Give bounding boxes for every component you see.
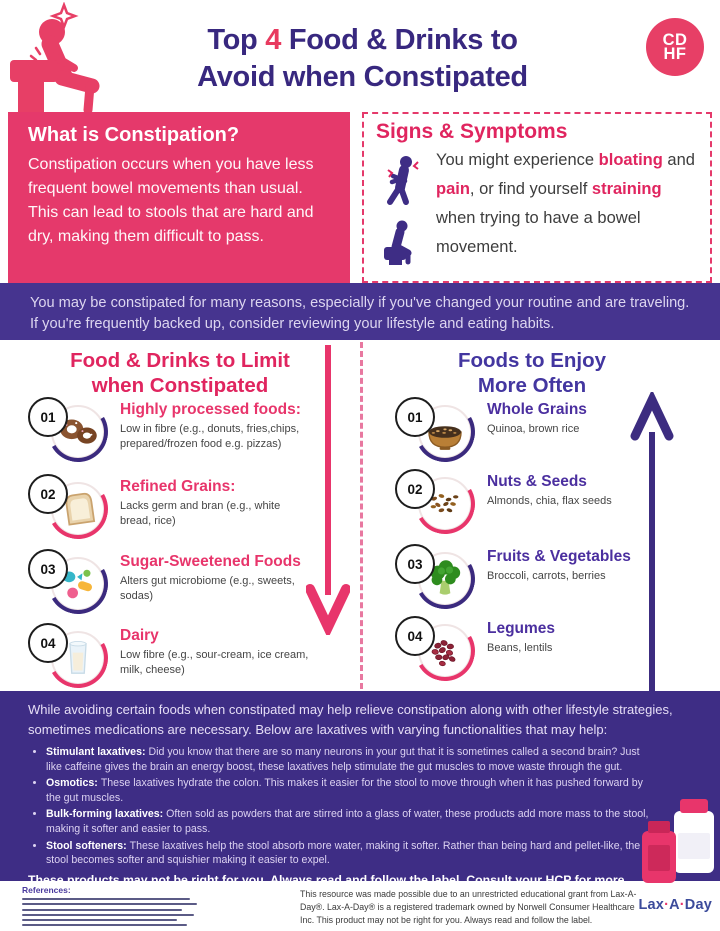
- item-number-badge: 01: [28, 397, 68, 437]
- item-desc: Low in fibre (e.g., donuts, fries,chips,…: [120, 423, 300, 450]
- item-desc: Quinoa, brown rice: [487, 423, 580, 435]
- laxatives-intro: While avoiding certain foods when consti…: [28, 702, 673, 737]
- lax-a-day-logo: Lax·A·Day: [638, 897, 712, 913]
- signs-symptoms-box: Signs & Symptoms: [362, 112, 712, 283]
- reference-line: [22, 918, 177, 921]
- footer: References: This resource was made possi…: [0, 881, 720, 931]
- food-columns-section: Food & Drinks to Limit when Constipated …: [0, 340, 720, 691]
- grant-disclaimer: This resource was made possible due to a…: [300, 889, 637, 925]
- reference-line: [22, 898, 190, 901]
- what-is-body: Constipation occurs when you have less f…: [28, 156, 314, 245]
- reference-line: [22, 913, 194, 916]
- item-number-badge: 03: [395, 544, 435, 584]
- laxatives-section: While avoiding certain foods when consti…: [0, 691, 720, 901]
- medicine-bottles-icon: [642, 799, 714, 883]
- title-number: 4: [265, 24, 282, 56]
- item-desc: Alters gut microbiome (e.g., sweets, sod…: [120, 575, 295, 602]
- enjoy-up-arrow: [630, 392, 674, 691]
- item-desc: Lacks germ and bran (e.g., white bread, …: [120, 500, 281, 527]
- item-number-badge: 03: [28, 549, 68, 589]
- person-on-toilet-hero-icon: [10, 2, 100, 114]
- what-is-title: What is Constipation?: [28, 124, 240, 146]
- references-block: References:: [22, 885, 207, 927]
- reasons-band: You may be constipated for many reasons,…: [0, 283, 720, 340]
- limit-item-3: 03 Sugar-Sweetened Foods Alters gut micr…: [28, 549, 358, 613]
- item-title: Whole Grains: [487, 401, 587, 418]
- limit-item-4: 04 Dairy Low fibre (e.g., sour-cream, ic…: [28, 623, 358, 687]
- enjoy-item-4: 04 Legumes Beans, lentils: [395, 616, 720, 680]
- laxative-bullet-osmotics: Osmotics:These laxatives hydrate the col…: [46, 776, 650, 805]
- person-on-toilet-icon: [384, 220, 412, 265]
- item-title: Refined Grains:: [120, 478, 236, 495]
- item-number-badge: 01: [395, 397, 435, 437]
- limit-item-2: 02 Refined Grains: Lacks germ and bran (…: [28, 474, 358, 538]
- reference-line: [22, 903, 197, 906]
- enjoy-item-2: 02 Nuts & Seeds Almonds, chia, flax: [395, 469, 720, 533]
- references-label: References:: [22, 885, 71, 895]
- item-title: Dairy: [120, 627, 159, 644]
- laxative-bullet-stool-softeners: Stool softeners:These laxatives help the…: [46, 839, 650, 868]
- enjoy-item-3: 03 Fruits & Vegetables Broccoli, carrots…: [395, 544, 720, 608]
- bloated-person-icon: [387, 156, 419, 205]
- item-number-badge: 04: [28, 623, 68, 663]
- page-title-line2: Avoid when Constipated: [197, 61, 528, 93]
- keyword-pain: pain: [436, 180, 470, 198]
- item-title: Fruits & Vegetables: [487, 548, 631, 565]
- enjoy-item-1: 01 Whole Grains Quinoa, brown rice: [395, 397, 720, 461]
- item-desc: Broccoli, carrots, berries: [487, 570, 606, 582]
- laxatives-list: Stimulant laxatives:Did you know that th…: [30, 745, 650, 868]
- keyword-bloating: bloating: [598, 151, 663, 169]
- laxative-bullet-bulk-forming: Bulk-forming laxatives:Often sold as pow…: [46, 807, 650, 836]
- signs-body: You might experience bloating and pain, …: [436, 151, 695, 256]
- item-desc: Beans, lentils: [487, 642, 553, 654]
- page-title: Top 4 Food & Drinks to Avoid when Consti…: [145, 22, 580, 96]
- reasons-text: You may be constipated for many reasons,…: [30, 295, 690, 332]
- limit-column-title: Food & Drinks to Limit when Constipated: [70, 349, 290, 397]
- reference-line: [22, 924, 187, 927]
- signs-title: Signs & Symptoms: [376, 120, 568, 143]
- enjoy-column-title: Foods to Enjoy More Often: [457, 349, 607, 397]
- column-divider: [360, 342, 363, 689]
- item-title: Nuts & Seeds: [487, 473, 587, 490]
- what-is-constipation-box: What is Constipation? Constipation occur…: [8, 112, 350, 283]
- reference-line: [22, 908, 182, 911]
- item-number-badge: 04: [395, 616, 435, 656]
- page-title-line1: Top 4 Food & Drinks to: [207, 24, 518, 56]
- laxative-bullet-stimulant: Stimulant laxatives:Did you know that th…: [46, 745, 650, 774]
- cdhf-logo: CD HF: [646, 18, 704, 76]
- item-number-badge: 02: [395, 469, 435, 509]
- limit-item-1: 01 Highly processed foods: Low in fibre …: [28, 397, 358, 461]
- item-title: Sugar-Sweetened Foods: [120, 553, 301, 570]
- item-title: Legumes: [487, 620, 556, 637]
- item-number-badge: 02: [28, 474, 68, 514]
- item-title: Highly processed foods:: [120, 401, 301, 418]
- limit-down-arrow: [306, 345, 350, 635]
- item-desc: Almonds, chia, flax seeds: [487, 495, 612, 507]
- keyword-straining: straining: [591, 180, 662, 198]
- item-desc: Low fibre (e.g., sour-cream, ice cream, …: [120, 649, 309, 676]
